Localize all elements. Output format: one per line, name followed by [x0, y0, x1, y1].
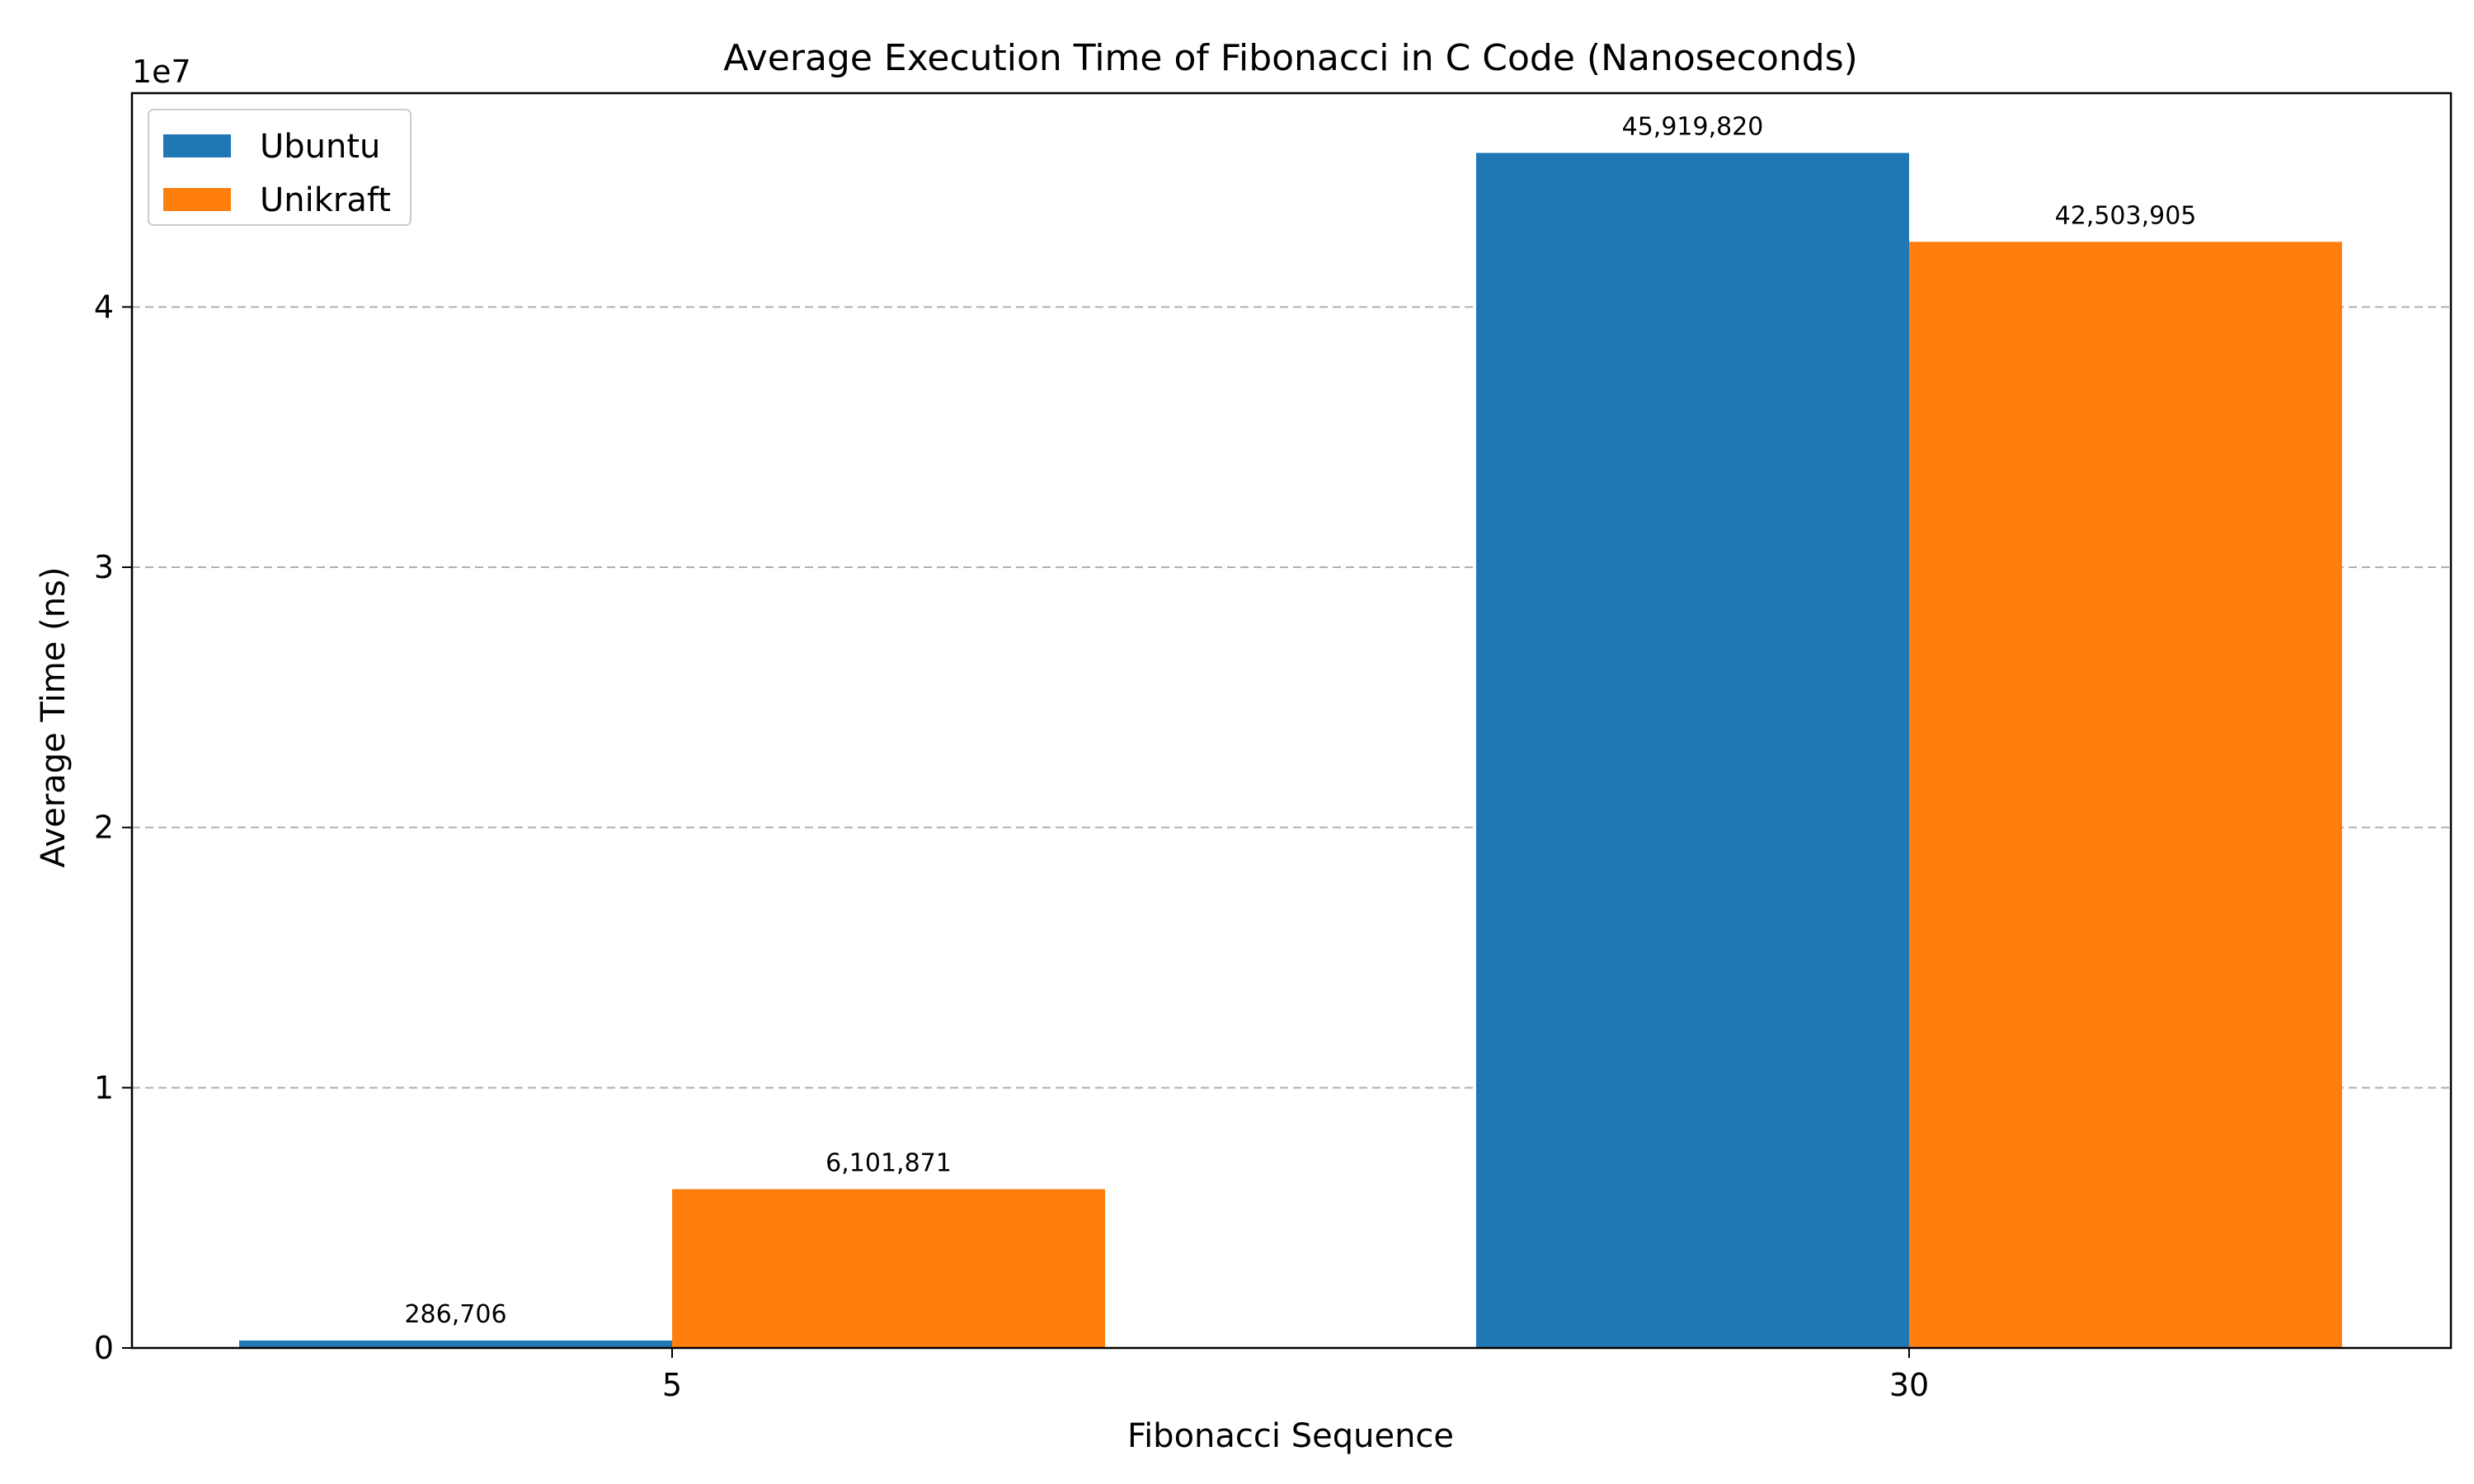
y-tick-label: 1: [94, 1069, 114, 1106]
y-tick-label: 4: [94, 289, 114, 325]
bar-ubuntu-5: [239, 1340, 672, 1348]
y-axis-offset-label: 1e7: [132, 54, 191, 90]
y-tick-label: 2: [94, 810, 114, 846]
bar-ubuntu-30: [1476, 153, 1909, 1348]
x-tick-label: 30: [1889, 1367, 1929, 1403]
axes: 0 1 2 3 4 5 30: [94, 92, 2453, 1403]
x-tick-label: 5: [662, 1367, 682, 1403]
legend: Ubuntu Unikraft: [148, 109, 412, 226]
bar-unikraft-30: [1909, 242, 2342, 1349]
bars: [239, 153, 2342, 1349]
data-label: 286,706: [404, 1300, 506, 1329]
bar-unikraft-5: [672, 1189, 1105, 1348]
plot-frame: [130, 92, 2453, 1350]
y-tick-label: 3: [94, 549, 114, 585]
legend-label-ubuntu: Ubuntu: [260, 128, 380, 166]
data-label: 6,101,871: [825, 1148, 952, 1177]
data-label: 42,503,905: [2055, 201, 2197, 230]
data-label: 45,919,820: [1622, 112, 1764, 141]
legend-swatch-unikraft: [163, 188, 231, 211]
data-labels: 286,706 6,101,871 45,919,820 42,503,905: [404, 112, 2196, 1328]
chart-title: Average Execution Time of Fibonacci in C…: [723, 37, 1858, 79]
legend-label-unikraft: Unikraft: [260, 181, 391, 219]
y-tick-label: 0: [94, 1330, 114, 1366]
x-axis-label: Fibonacci Sequence: [1127, 1417, 1454, 1455]
legend-swatch-ubuntu: [163, 134, 231, 157]
y-axis-label: Average Time (ns): [35, 567, 73, 868]
